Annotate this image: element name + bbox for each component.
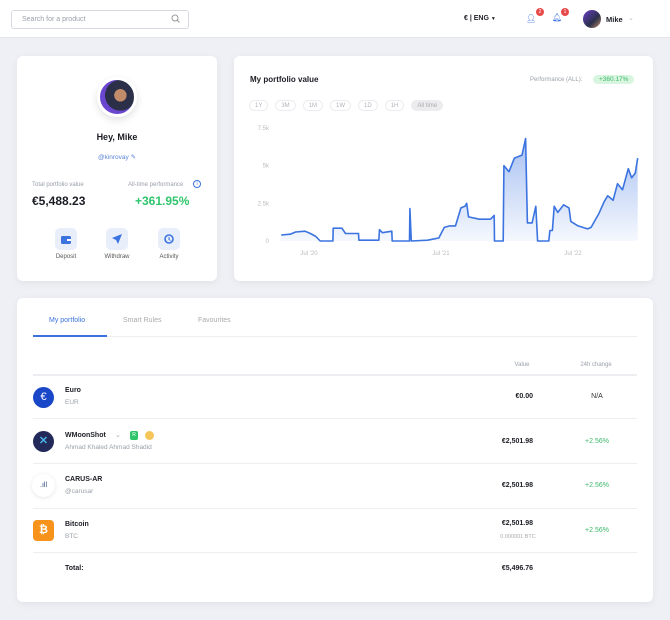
tab-favourites[interactable]: Favourites (198, 317, 231, 324)
series-line (281, 137, 639, 242)
chart-title: My portfolio value (250, 75, 319, 84)
top-bar: Search for a product € | ENG ▼ 👤︎ 2 🔔︎ 1… (0, 0, 670, 38)
range-1d[interactable]: 1D (358, 100, 378, 111)
asset-value: €2,501.98 (501, 520, 533, 527)
bell-badge: 1 (561, 8, 569, 16)
active-tab-indicator (33, 335, 107, 337)
withdraw-button[interactable]: Withdraw (104, 228, 130, 260)
search-icon[interactable] (171, 14, 180, 23)
asset-sub: EUR (65, 399, 79, 406)
wmoonshot-icon: ✕ (33, 431, 54, 452)
asset-sub: Ahmad Khaled Ahmad Shadid (65, 444, 152, 451)
asset-name: Euro (65, 387, 81, 394)
asset-change: +2.56% (585, 527, 609, 534)
row-divider (33, 508, 637, 509)
y-tick-label: 0 (266, 239, 270, 245)
range-1m[interactable]: 1M (302, 100, 324, 111)
performance-value: +361.95% (135, 194, 190, 208)
asset-change: N/A (591, 393, 603, 400)
row-divider (33, 418, 637, 419)
range-selector: 1Y 3M 1M 1W 1D 1H All time (249, 100, 444, 111)
y-tick-label: 5k (263, 164, 270, 170)
range-1w[interactable]: 1W (330, 100, 352, 111)
user-name[interactable]: Mike (606, 15, 623, 24)
holdings-card: My portfolio Smart Rules Favourites Valu… (17, 298, 653, 602)
performance-all-label: Performance (ALL): (530, 77, 583, 83)
x-tick-label: Jul '21 (432, 251, 450, 257)
tab-my-portfolio[interactable]: My portfolio (49, 317, 86, 324)
asset-change: +2.56% (585, 482, 609, 489)
user-handle[interactable]: @kinrovay ✎ (17, 153, 217, 161)
asset-value-crypto: 0.000001 BTC (500, 534, 536, 540)
user-avatar[interactable] (583, 10, 601, 28)
send-icon (106, 228, 128, 250)
shield-badge-icon: R (130, 431, 138, 440)
range-3m[interactable]: 3M (275, 100, 296, 111)
deposit-button[interactable]: Deposit (55, 228, 77, 260)
withdraw-label: Withdraw (104, 254, 130, 260)
total-value: €5,496.76 (501, 565, 533, 572)
handle-text: @kinrovay (97, 154, 129, 161)
coin-badge-icon (145, 431, 154, 440)
currency-language-label: € | ENG (464, 15, 489, 22)
pencil-icon[interactable]: ✎ (130, 154, 137, 161)
info-icon[interactable]: i (193, 180, 201, 188)
asset-sub: BTC (65, 533, 78, 540)
tabs-divider (33, 336, 637, 337)
activity-label: Activity (159, 254, 179, 260)
row-divider (33, 552, 637, 553)
asset-name: CARUS-AR (65, 476, 103, 483)
profile-card: Hey, Mike @kinrovay ✎ Total portfolio va… (17, 56, 217, 281)
history-icon (158, 228, 180, 250)
currency-language-select[interactable]: € | ENG ▼ (464, 15, 496, 22)
search-input[interactable]: Search for a product (11, 10, 189, 29)
asset-name: WMoonShot (65, 432, 106, 439)
bitcoin-icon: ₿ (33, 520, 54, 541)
bell-icon[interactable]: 🔔︎ (552, 13, 563, 22)
profile-avatar (97, 77, 137, 117)
y-tick-label: 7.5k (258, 126, 270, 132)
asset-name: Bitcoin (65, 521, 89, 528)
header-divider (33, 374, 637, 376)
chevron-down-icon[interactable]: ⌄ (628, 15, 634, 22)
performance-label: All-time performance (128, 182, 184, 188)
greeting: Hey, Mike (96, 132, 138, 142)
portfolio-chart-card: My portfolio value Performance (ALL): +3… (234, 56, 653, 281)
asset-change: +2.56% (585, 438, 609, 445)
portfolio-line-chart: 0 2.5k 5k 7.5k Jul '20 Jul '21 Jul '22 (258, 126, 639, 257)
asset-value: €2,501.98 (501, 438, 533, 445)
change-column-header: 24h change (580, 362, 612, 368)
x-tick-label: Jul '20 (300, 251, 318, 257)
asset-value: €0.00 (515, 393, 533, 400)
carus-icon: .ıll (32, 474, 55, 497)
activity-button[interactable]: Activity (158, 228, 180, 260)
wallet-icon (55, 228, 77, 250)
series-area (281, 138, 638, 241)
euro-icon: € (33, 387, 54, 408)
row-divider (33, 463, 637, 464)
range-1h[interactable]: 1H (384, 100, 405, 111)
y-tick-label: 2.5k (258, 201, 270, 207)
x-tick-label: Jul '22 (564, 251, 582, 257)
range-1y[interactable]: 1Y (249, 100, 269, 111)
asset-sub: @carusar (65, 488, 94, 495)
deposit-label: Deposit (55, 254, 77, 260)
users-icon[interactable]: 👤︎ (526, 14, 537, 23)
users-badge: 2 (536, 8, 544, 16)
total-label: Total: (65, 565, 84, 572)
tab-smart-rules[interactable]: Smart Rules (123, 317, 162, 324)
total-label: Total portfolio value (32, 182, 84, 188)
caret-down-icon: ▼ (490, 16, 496, 22)
range-all-time[interactable]: All time (411, 100, 444, 111)
performance-all-badge: +360.17% (593, 75, 635, 84)
total-value: €5,488.23 (32, 194, 86, 208)
asset-value: €2,501.98 (501, 482, 533, 489)
value-column-header: Value (514, 362, 530, 368)
chevron-down-icon[interactable]: ⌄ (115, 432, 121, 439)
